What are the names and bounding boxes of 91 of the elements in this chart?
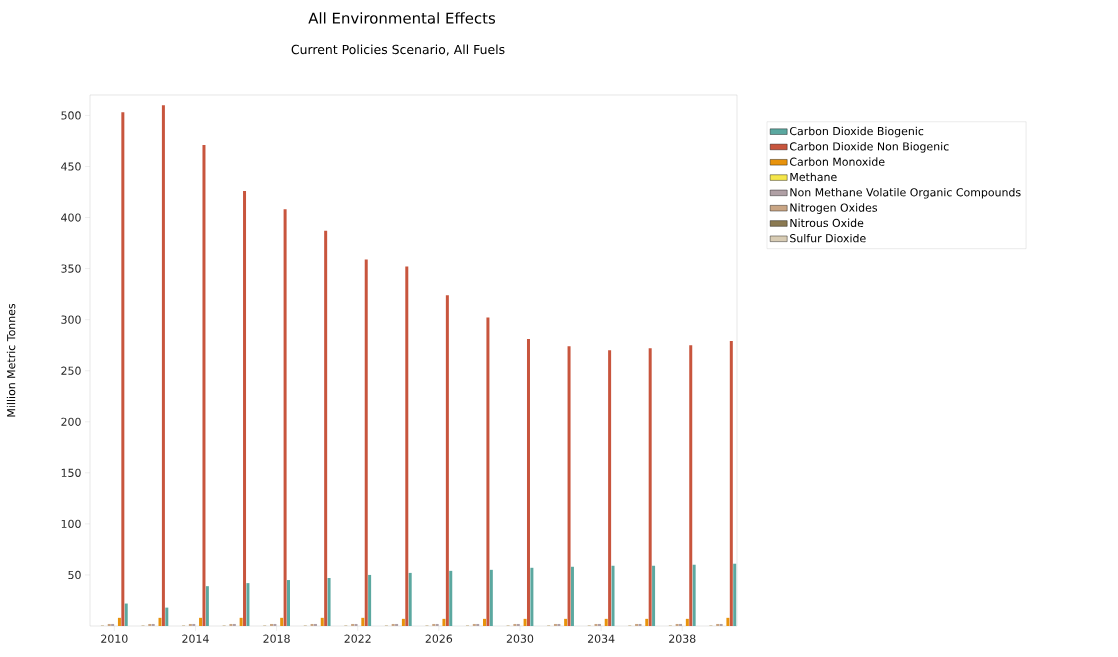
bar <box>273 623 277 626</box>
y-tick-label: 400 <box>61 213 81 222</box>
bar <box>652 565 656 626</box>
bar <box>692 564 696 626</box>
legend-label: Nitrogen Oxides <box>790 203 878 214</box>
bar <box>361 617 365 626</box>
x-tick-label: 2022 <box>344 634 371 643</box>
bar <box>165 607 169 626</box>
bar <box>188 623 192 626</box>
bar <box>564 618 568 626</box>
bar <box>202 145 206 626</box>
bar <box>270 623 273 626</box>
y-tick-label: 50 <box>68 570 81 580</box>
bar <box>368 574 372 626</box>
bar <box>161 105 165 626</box>
bar <box>472 623 476 626</box>
bar <box>395 623 399 626</box>
bar <box>287 580 290 626</box>
bar <box>679 623 683 626</box>
bar <box>405 266 409 626</box>
bar <box>553 623 557 626</box>
y-axis-title: Million Metric Tonnes <box>6 303 16 417</box>
x-tick-label: 2030 <box>506 634 534 643</box>
bar <box>391 623 395 626</box>
bar <box>645 618 649 626</box>
bar <box>192 623 196 626</box>
bar <box>364 259 368 626</box>
x-tick-label: 2026 <box>425 634 453 643</box>
bar <box>111 623 115 626</box>
y-tick-label: 100 <box>61 519 81 529</box>
bar <box>489 569 493 626</box>
legend-label: Nitrous Oxide <box>790 218 864 228</box>
bar <box>526 339 530 626</box>
bar <box>733 563 737 626</box>
bar <box>689 345 693 626</box>
y-tick-label: 500 <box>61 111 81 120</box>
legend-label: Sulfur Dioxide <box>790 233 866 243</box>
bar <box>486 317 490 626</box>
bar <box>442 618 446 626</box>
legend-label: Methane <box>790 172 837 182</box>
bar <box>648 348 652 626</box>
bar <box>158 617 162 626</box>
legend-label: Carbon Monoxide <box>789 157 885 166</box>
y-tick-label: 200 <box>61 417 81 426</box>
bar <box>283 209 287 626</box>
bar <box>675 623 679 626</box>
bar <box>239 617 243 626</box>
bar <box>449 570 453 626</box>
x-tick-label: 2010 <box>101 634 128 643</box>
bar <box>570 566 574 626</box>
bar <box>523 618 527 626</box>
x-tick-label: 2018 <box>263 634 290 643</box>
y-tick-label: 250 <box>61 366 81 375</box>
bar <box>205 586 209 626</box>
bar <box>246 583 250 626</box>
legend-label: Carbon Dioxide Non Biogenic <box>789 142 949 153</box>
bar <box>401 618 405 626</box>
bar <box>604 618 608 626</box>
bar <box>483 618 487 626</box>
y-tick-label: 450 <box>61 162 81 171</box>
x-tick-label: 2014 <box>182 634 209 643</box>
bar <box>320 617 324 626</box>
bar <box>729 341 733 626</box>
bar <box>530 567 534 626</box>
bar <box>557 623 561 626</box>
chart-title: All Environmental Effects <box>308 12 496 24</box>
y-tick-label: 300 <box>61 315 81 324</box>
y-tick-label: 350 <box>61 264 81 273</box>
bar <box>476 623 480 626</box>
bar <box>726 617 730 626</box>
bar <box>608 350 612 626</box>
bar <box>327 578 331 626</box>
x-tick-label: 2034 <box>587 634 615 643</box>
bar <box>243 190 247 626</box>
y-tick-label: 150 <box>61 468 81 477</box>
bar <box>124 603 128 626</box>
bar <box>408 572 412 626</box>
bar <box>121 112 125 626</box>
x-tick-label: 2038 <box>669 634 696 643</box>
bar <box>199 617 203 626</box>
bar <box>445 295 449 626</box>
legend-label: Non Methane Volatile Organic Compounds <box>790 187 1021 199</box>
bar <box>324 230 328 626</box>
legend-label: Carbon Dioxide Biogenic <box>789 126 924 138</box>
bar <box>611 565 615 626</box>
bar <box>117 617 121 626</box>
bar <box>107 623 111 626</box>
bar <box>280 617 284 626</box>
chart-subtitle: Current Policies Scenario, All Fuels <box>291 44 505 56</box>
bar <box>567 346 571 626</box>
bar <box>685 618 689 626</box>
